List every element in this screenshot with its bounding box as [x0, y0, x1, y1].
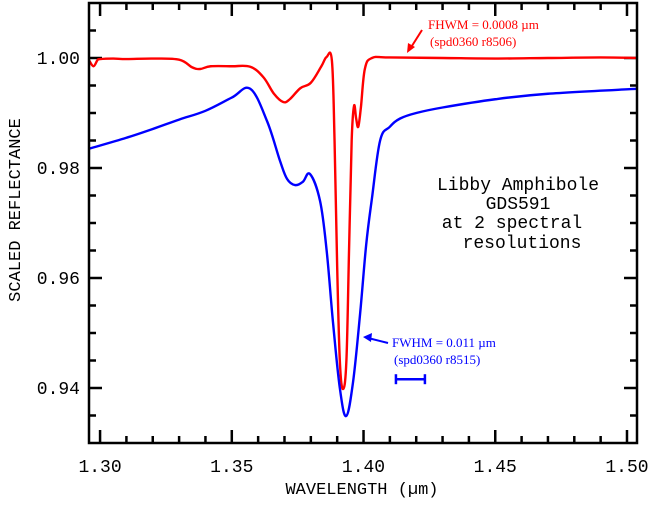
title-line: GDS591	[486, 195, 551, 215]
x-tick-label: 1.30	[78, 458, 121, 478]
x-tick-label: 1.35	[210, 458, 253, 478]
title-line: resolutions	[463, 234, 582, 254]
y-tick-label: 0.96	[37, 270, 80, 290]
blue-annotation: FWHM = 0.011 µm (spd0360 r8515)	[363, 333, 496, 385]
sample-title: Libby Amphibole GDS591 at 2 spectral res…	[437, 176, 599, 254]
red-arrowhead-icon	[407, 43, 415, 53]
y-tick-label: 0.98	[37, 160, 80, 180]
title-line: Libby Amphibole	[437, 176, 599, 196]
resolution-bar	[394, 374, 427, 385]
red-spectrum-id: (spd0360 r8506)	[430, 34, 516, 49]
x-tick-labels: 1.30 1.35 1.40 1.45 1.50	[78, 458, 648, 478]
y-axis-label: SCALED REFLECTANCE	[7, 118, 26, 302]
y-tick-label: 1.00	[37, 50, 80, 70]
x-axis-label: WAVELENGTH (µm)	[285, 481, 438, 500]
red-annotation: FHWM = 0.0008 µm (spd0360 r8506)	[407, 17, 539, 53]
y-tick-labels: 0.94 0.96 0.98 1.00	[37, 50, 80, 400]
title-line: at 2 spectral	[442, 214, 582, 234]
x-tick-label: 1.40	[342, 458, 385, 478]
blue-arrowhead-icon	[363, 333, 372, 342]
x-tick-label: 1.50	[605, 458, 648, 478]
y-tick-label: 0.94	[37, 380, 80, 400]
red-fwhm-label: FHWM = 0.0008 µm	[428, 17, 539, 32]
blue-fwhm-label: FWHM = 0.011 µm	[392, 335, 496, 350]
plot-frame	[87, 1, 639, 445]
series-red-high-res	[87, 51, 638, 391]
series-blue-low-res	[88, 86, 638, 418]
x-tick-label: 1.45	[474, 458, 517, 478]
blue-spectrum-id: (spd0360 r8515)	[394, 352, 480, 367]
